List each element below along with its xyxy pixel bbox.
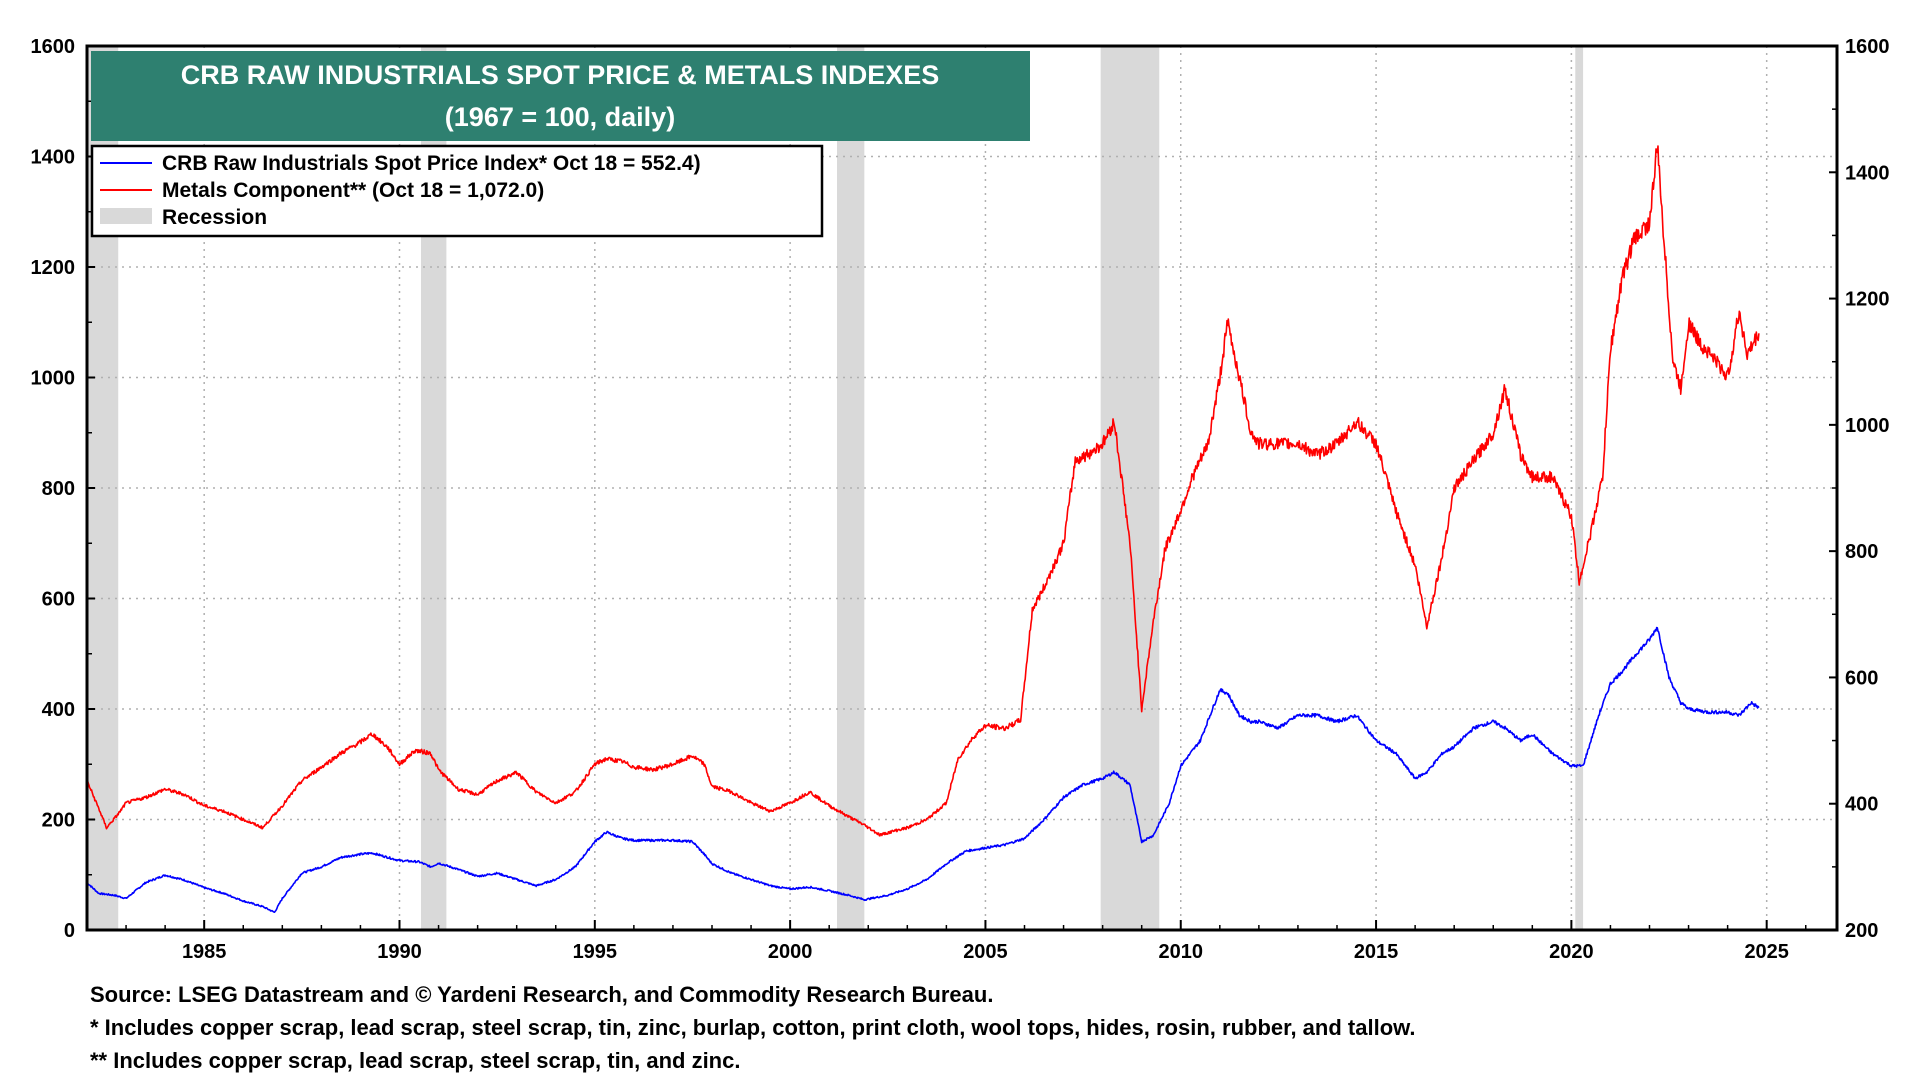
right-tick-label: 1000 xyxy=(1845,415,1890,437)
left-tick-label: 200 xyxy=(42,810,75,832)
left-tick-label: 1600 xyxy=(31,36,76,58)
x-tick-label: 2010 xyxy=(1159,941,1204,963)
legend-box xyxy=(90,144,824,238)
x-tick-label: 1985 xyxy=(182,941,227,963)
left-tick-label: 400 xyxy=(42,699,75,721)
right-tick-label: 400 xyxy=(1845,794,1878,816)
x-tick-label: 1995 xyxy=(573,941,618,963)
left-tick-label: 1000 xyxy=(31,368,76,390)
x-tick-label: 2020 xyxy=(1549,941,1594,963)
series-line-crb-index xyxy=(86,626,1760,914)
x-tick-label: 1990 xyxy=(377,941,422,963)
left-tick-label: 1400 xyxy=(31,147,76,169)
series-line-metals-component xyxy=(86,145,1760,837)
x-tick-label: 2025 xyxy=(1744,941,1789,963)
source-note: Source: LSEG Datastream and © Yardeni Re… xyxy=(90,982,994,1007)
grid-lines xyxy=(87,46,1837,930)
x-tick-label: 2005 xyxy=(963,941,1008,963)
legend-label-crb: CRB Raw Industrials Spot Price Index* Oc… xyxy=(162,152,701,175)
right-tick-label: 200 xyxy=(1845,920,1878,942)
legend-swatch-recession xyxy=(100,208,152,224)
right-tick-label: 800 xyxy=(1845,541,1878,563)
x-tick-label: 2000 xyxy=(768,941,813,963)
right-axis: 200 400 600 800 1000 1200 1400 1600 xyxy=(1829,36,1890,942)
right-tick-label: 1600 xyxy=(1845,36,1890,58)
chart-subtitle: (1967 = 100, daily) xyxy=(445,102,675,132)
left-tick-label: 600 xyxy=(42,589,75,611)
right-tick-label: 1400 xyxy=(1845,162,1890,184)
x-axis: 1985 1990 1995 2000 2005 2010 2015 2020 2025 xyxy=(86,920,1807,963)
left-axis: 0 200 400 600 800 1000 1200 1400 1600 xyxy=(31,36,95,942)
footnote-1: * Includes copper scrap, lead scrap, ste… xyxy=(90,1015,1416,1040)
legend-label-metals: Metals Component** (Oct 18 = 1,072.0) xyxy=(162,179,544,202)
legend-label-recession: Recession xyxy=(162,206,267,229)
title-box xyxy=(91,51,1030,141)
left-tick-label: 1200 xyxy=(31,257,76,279)
chart-title: CRB RAW INDUSTRIALS SPOT PRICE & METALS … xyxy=(181,60,940,90)
right-tick-label: 1200 xyxy=(1845,289,1890,311)
series-lines xyxy=(86,145,1760,914)
right-tick-label: 600 xyxy=(1845,667,1878,689)
left-tick-label: 0 xyxy=(64,920,75,942)
x-tick-label: 2015 xyxy=(1354,941,1399,963)
footnote-2: ** Includes copper scrap, lead scrap, st… xyxy=(90,1048,741,1073)
left-tick-label: 800 xyxy=(42,478,75,500)
